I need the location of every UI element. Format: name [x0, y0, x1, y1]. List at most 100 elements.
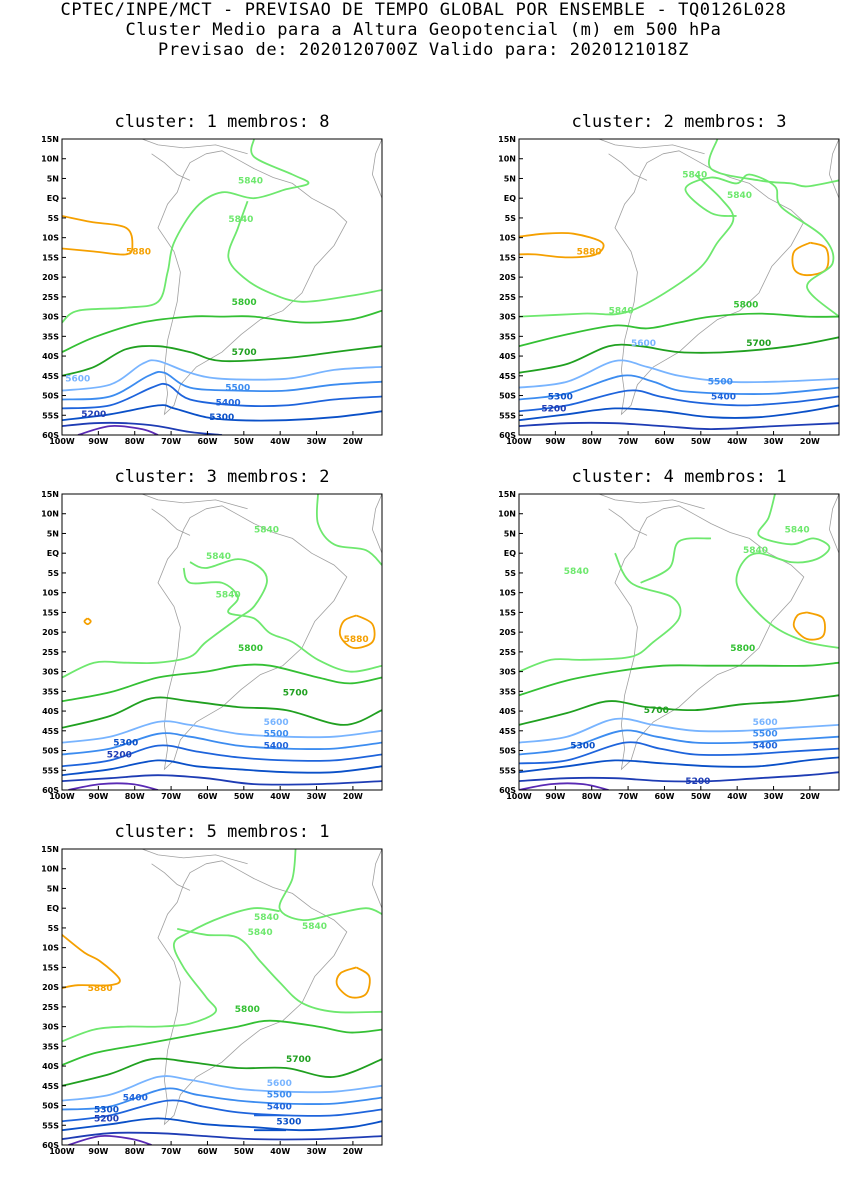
contour-label-5840: 5840 — [564, 567, 589, 577]
contour-5300 — [62, 1117, 382, 1132]
coastline — [598, 139, 705, 155]
contour-5840 — [62, 907, 280, 1043]
lon-tick-label: 90W — [88, 1147, 108, 1156]
contour-label-5200: 5200 — [94, 1114, 119, 1124]
coastline — [141, 494, 248, 510]
plot-frame — [518, 493, 840, 791]
contour-5200 — [519, 771, 839, 783]
lat-tick-label: 10S — [42, 944, 59, 953]
contour-5100 — [519, 782, 609, 790]
lon-tick-label: 80W — [125, 1147, 145, 1156]
lat-tick-label: 50S — [499, 392, 516, 401]
contour-5840 — [177, 928, 382, 1014]
lat-tick-label: 5S — [48, 569, 60, 578]
lat-tick-label: EQ — [504, 194, 516, 203]
contour-5300 — [519, 756, 839, 774]
contour-5300 — [62, 404, 382, 422]
lon-tick-label: 60W — [197, 437, 217, 446]
lat-tick-label: 40S — [42, 707, 59, 716]
panel-title: cluster: 2 membros: 3 — [571, 112, 787, 132]
lon-tick-label: 50W — [234, 437, 254, 446]
lon-tick-label: 20W — [343, 1147, 363, 1156]
lat-tick-label: 30S — [499, 313, 516, 322]
lon-tick-label: 50W — [234, 1147, 254, 1156]
coastline — [828, 139, 839, 199]
contour-5500 — [519, 729, 839, 756]
lat-tick-label: 15N — [41, 490, 59, 499]
lat-tick-label: 15N — [41, 845, 59, 854]
contour-5600 — [519, 717, 839, 744]
plot-background — [519, 139, 839, 435]
lat-tick-label: EQ — [504, 549, 516, 558]
lon-tick-label: 40W — [270, 437, 290, 446]
lat-tick-label: 55S — [42, 411, 59, 420]
contour-label-5200: 5200 — [81, 410, 106, 420]
contour-label-5700: 5700 — [746, 339, 771, 349]
lat-tick-label: 15N — [498, 490, 516, 499]
lat-tick-label: 45S — [42, 372, 59, 381]
lat-tick-label: EQ — [47, 549, 59, 558]
contour-map: 5880 5840 5840 5840 5800 5700 5600 5500 5400 5300… — [498, 135, 840, 446]
lat-tick-label: 15S — [499, 608, 516, 617]
lat-tick-label: 5S — [505, 569, 517, 578]
plot-layer: 5840 5840 5840 5800 5700 5600 5500 5400 5300 5200 — [519, 494, 839, 790]
lat-tick-label: 20S — [42, 983, 59, 992]
lat-tick-label: 55S — [499, 411, 516, 420]
contour-5400 — [62, 1099, 382, 1123]
contour-5880 — [335, 966, 371, 999]
lat-tick-label: 60S — [42, 786, 59, 795]
contour-5840 — [62, 139, 310, 324]
lat-tick-label: 40S — [42, 352, 59, 361]
lon-tick-label: 100W — [506, 792, 532, 801]
contour-5500 — [62, 370, 382, 401]
contour-5500 — [62, 1087, 382, 1111]
contour-label-5700: 5700 — [644, 706, 669, 716]
lat-tick-label: 40S — [42, 1062, 59, 1071]
lon-tick-label: 90W — [88, 792, 108, 801]
plot-layer: 5880 5840 5840 5840 5800 5700 5600 5500 5400 5300… — [62, 494, 382, 790]
coastline — [614, 505, 805, 771]
contour-5880 — [62, 215, 134, 256]
lat-tick-label: 10N — [41, 510, 59, 519]
contour-label-5840: 5840 — [238, 176, 263, 186]
contour-5880 — [62, 934, 121, 989]
lat-tick-label: 15S — [499, 253, 516, 262]
contour-5840 — [735, 494, 839, 649]
contour-label-5600: 5600 — [267, 1079, 292, 1089]
coastline — [151, 863, 191, 891]
contour-label-5840: 5840 — [609, 307, 634, 317]
coastline — [157, 860, 348, 1126]
lon-tick-label: 100W — [49, 1147, 75, 1156]
contour-label-5300: 5300 — [113, 739, 138, 749]
contour-label-5600: 5600 — [65, 375, 90, 385]
contour-5840 — [519, 173, 735, 318]
lat-tick-label: 30S — [499, 668, 516, 677]
plot-frame — [61, 138, 383, 436]
contour-5880 — [338, 614, 376, 649]
contour-5700 — [62, 696, 382, 729]
lat-tick-label: 50S — [42, 392, 59, 401]
contour-label-5840: 5840 — [254, 526, 279, 536]
contour-5840 — [315, 494, 382, 566]
lat-tick-label: 35S — [42, 1042, 59, 1051]
contour-5840 — [519, 552, 682, 673]
lat-tick-label: 25S — [42, 1003, 59, 1012]
lon-tick-label: 20W — [800, 792, 820, 801]
lon-tick-label: 20W — [343, 437, 363, 446]
plot-background — [519, 494, 839, 790]
contour-5500 — [519, 374, 839, 401]
lon-tick-label: 30W — [307, 437, 327, 446]
lat-tick-label: 40S — [499, 352, 516, 361]
panel-title: cluster: 5 membros: 1 — [114, 822, 330, 842]
lon-tick-label: 40W — [727, 437, 747, 446]
contour-5800 — [519, 661, 839, 697]
lat-tick-label: 15S — [42, 253, 59, 262]
lon-tick-label: 30W — [764, 437, 784, 446]
contour-label-5800: 5800 — [730, 644, 755, 654]
lon-tick-label: 50W — [691, 437, 711, 446]
contour-label-5880: 5880 — [126, 247, 151, 257]
contour-5100 — [77, 424, 159, 435]
contour-5880 — [83, 617, 92, 626]
contour-label-5400: 5400 — [711, 393, 736, 403]
contour-label-5300: 5300 — [548, 393, 573, 403]
